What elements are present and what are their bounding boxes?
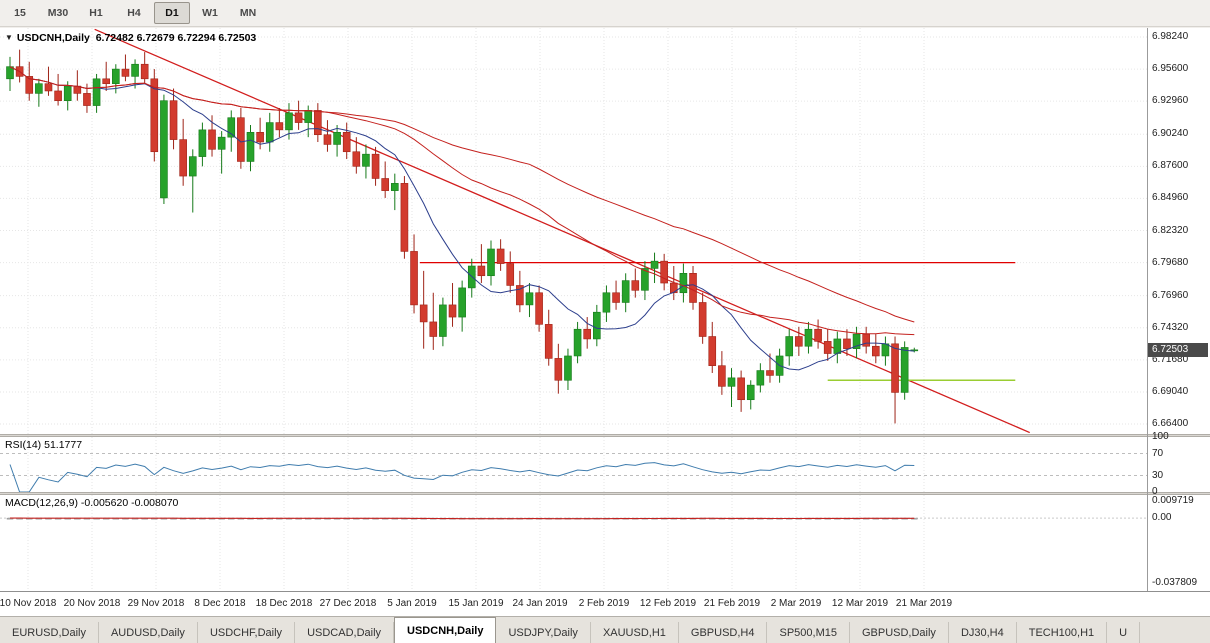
price-axis-label: 6.71680	[1152, 353, 1189, 365]
date-axis-label: 21 Feb 2019	[703, 598, 761, 609]
chart-tab-XAUUSD-H1[interactable]: XAUUSD,H1	[590, 622, 679, 643]
price-axis-label: 6.82320	[1152, 224, 1189, 236]
rsi-axis-label: 0	[1152, 486, 1158, 497]
chart-menu-icon[interactable]: ▼	[5, 33, 13, 42]
date-axis-label: 18 Dec 2018	[255, 598, 313, 609]
chart-tab-bar: EURUSD,Daily AUDUSD,Daily USDCHF,Daily USDC…	[0, 616, 1210, 643]
date-axis-label: 8 Dec 2018	[194, 598, 246, 609]
main-chart-canvas[interactable]	[0, 28, 1147, 434]
date-axis-label: 21 Mar 2019	[895, 598, 953, 609]
price-axis-label: 6.79680	[1152, 256, 1189, 268]
rsi-name: RSI(14)	[5, 439, 42, 451]
macd-pane-canvas[interactable]	[0, 495, 1147, 591]
timeframe-button-W1[interactable]: W1	[202, 7, 218, 19]
price-axis-label: 6.90240	[1152, 128, 1189, 140]
date-axis-label: 2 Mar 2019	[770, 598, 822, 609]
pane-splitter[interactable]	[0, 492, 1210, 495]
date-axis-label: 29 Nov 2018	[127, 598, 185, 609]
price-axis-separator	[1147, 28, 1148, 591]
timeframe-button-D1[interactable]: D1	[154, 2, 190, 24]
chart-window: ▼ USDCNH,Daily 6.72482 6.72679 6.72294 6.…	[0, 28, 1210, 616]
current-price-badge: 6.72503	[1148, 342, 1208, 357]
price-axis-label: 6.74320	[1152, 321, 1189, 333]
timeframe-button-H4[interactable]: H4	[127, 7, 141, 19]
chart-tab-U[interactable]: U	[1107, 622, 1141, 643]
macd-axis-label: -0.037809	[1152, 576, 1198, 588]
rsi-axis-label: 100	[1152, 431, 1169, 442]
date-axis: 10 Nov 2018 20 Nov 2018 29 Nov 2018 8 Dec 2…	[0, 591, 1210, 616]
descending-trendline	[94, 28, 1030, 434]
ma-10-line	[9, 66, 915, 371]
chart-tab-DJ30-H4[interactable]: DJ30,H4	[948, 622, 1017, 643]
pane-splitter[interactable]	[0, 434, 1210, 437]
date-axis-label: 15 Jan 2019	[448, 598, 504, 609]
ma-55-line	[9, 66, 915, 323]
macd-name: MACD(12,26,9)	[5, 497, 78, 509]
timeframe-button-MN[interactable]: MN	[239, 7, 257, 19]
price-axis-label: 6.69040	[1152, 385, 1189, 397]
timeframe-button-H1[interactable]: H1	[89, 7, 103, 19]
chart-tab-TECH100-H1[interactable]: TECH100,H1	[1016, 622, 1108, 643]
ohlc-values: 6.72482 6.72679 6.72294 6.72503	[95, 32, 257, 44]
rsi-axis-label: 70	[1152, 447, 1164, 459]
date-axis-label: 27 Dec 2018	[319, 598, 377, 609]
date-axis-label: 10 Nov 2018	[0, 598, 57, 609]
price-axis-label: 6.76960	[1152, 289, 1189, 301]
chart-tab-SP500-M15[interactable]: SP500,M15	[767, 622, 850, 643]
chart-tab-GBPUSD-Daily[interactable]: GBPUSD,Daily	[849, 622, 949, 643]
date-axis-label: 12 Feb 2019	[639, 598, 697, 609]
date-axis-label: 12 Mar 2019	[831, 598, 889, 609]
price-axis-label: 6.84960	[1152, 192, 1189, 204]
price-axis-label: 6.92960	[1152, 95, 1189, 107]
price-axis-label: 6.87600	[1152, 160, 1189, 172]
rsi-axis-label: 30	[1152, 469, 1164, 481]
date-axis-label: 24 Jan 2019	[512, 598, 568, 609]
chart-tab-USDCHF-Daily[interactable]: USDCHF,Daily	[197, 622, 296, 643]
timeframe-button-M30[interactable]: M30	[47, 7, 69, 19]
candles-layer	[6, 49, 919, 424]
date-axis-label: 2 Feb 2019	[578, 598, 630, 609]
date-axis-label: 20 Nov 2018	[63, 598, 121, 609]
timeframe-button-15[interactable]: 15	[14, 7, 26, 19]
rsi-indicator-label: RSI(14) 51.1777	[5, 439, 82, 451]
rsi-pane-canvas[interactable]	[0, 437, 1147, 492]
chart-tab-USDCAD-Daily[interactable]: USDCAD,Daily	[295, 622, 395, 643]
symbol-name: USDCNH,Daily	[16, 32, 90, 44]
chart-symbol-label: ▼ USDCNH,Daily 6.72482 6.72679 6.72294 6.…	[5, 32, 256, 44]
macd-values: -0.005620 -0.008070	[80, 497, 179, 509]
chart-tab-EURUSD-Daily[interactable]: EURUSD,Daily	[0, 622, 99, 643]
chart-tab-AUDUSD-Daily[interactable]: AUDUSD,Daily	[98, 622, 198, 643]
price-axis-label: 6.95600	[1152, 63, 1189, 75]
chart-tab-USDJPY-Daily[interactable]: USDJPY,Daily	[496, 622, 591, 643]
macd-signal-line	[10, 517, 915, 520]
macd-indicator-label: MACD(12,26,9) -0.005620 -0.008070	[5, 497, 178, 509]
price-axis-label: 6.98240	[1152, 30, 1189, 42]
macd-axis-label: 0.00	[1152, 512, 1172, 524]
chart-tab-USDCNH-Daily[interactable]: USDCNH,Daily	[394, 617, 497, 643]
timeframe-toolbar: 15 M30 H1 H4 D1 W1 MN	[0, 0, 1210, 27]
rsi-line	[9, 462, 915, 492]
chart-tab-GBPUSD-H4[interactable]: GBPUSD,H4	[678, 622, 768, 643]
macd-axis-label: 0.009719	[1152, 495, 1194, 507]
price-axis-label: 6.66400	[1152, 418, 1189, 430]
rsi-value: 51.1777	[44, 439, 83, 451]
date-axis-label: 5 Jan 2019	[387, 598, 437, 609]
